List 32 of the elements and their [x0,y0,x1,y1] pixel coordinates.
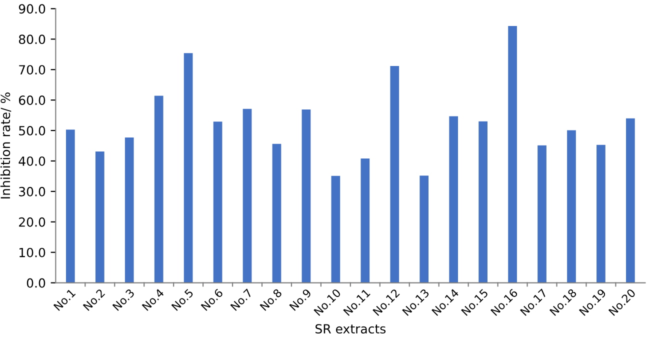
bar [154,96,164,283]
y-tick-label: 30.0 [19,186,46,196]
y-tick-label: 40.0 [18,156,46,166]
bar [360,158,370,283]
bar [508,26,517,283]
y-tick-label: 0.0 [26,278,46,288]
bar [478,121,488,283]
bar [626,118,635,283]
bar [596,144,606,283]
bar [124,138,134,283]
bar [184,53,193,283]
y-tick-label: 90.0 [18,4,46,14]
bar [449,116,458,283]
y-axis-title: Inhibition rate/ % [0,92,12,198]
y-tick-label: 20.0 [19,217,46,227]
bar [567,130,576,283]
bar [213,122,222,283]
y-tick-label: 50.0 [19,126,46,136]
bar [272,144,282,283]
bar [95,152,104,283]
y-tick-label: 70.0 [19,65,46,75]
y-tick-label: 60.0 [18,96,46,105]
bar [302,109,311,283]
bar [538,145,546,283]
y-tick-label: 80.0 [18,34,46,44]
bar [390,66,400,283]
x-axis-title: SR extracts [316,324,386,334]
bar [331,176,340,283]
bar [420,176,429,283]
y-tick-label: 10.0 [19,248,46,258]
bar [66,130,75,283]
bar [242,108,252,283]
